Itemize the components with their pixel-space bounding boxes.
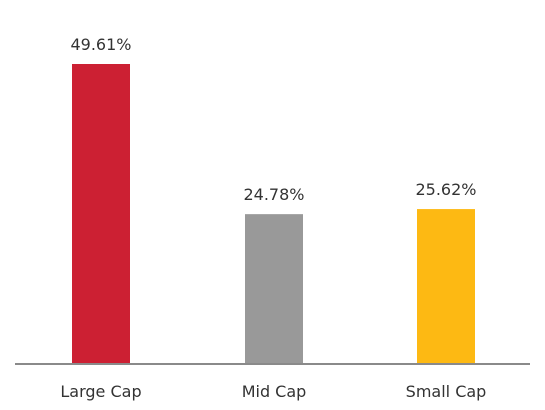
bar-small-cap	[417, 209, 475, 364]
category-label-large-cap: Large Cap	[60, 382, 141, 401]
value-label-large-cap: 49.61%	[70, 35, 131, 54]
category-label-mid-cap: Mid Cap	[242, 382, 307, 401]
category-label-small-cap: Small Cap	[406, 382, 487, 401]
bars-layer	[72, 64, 475, 364]
value-label-small-cap: 25.62%	[415, 180, 476, 199]
value-label-mid-cap: 24.78%	[243, 185, 304, 204]
value-labels-layer: 49.61% 24.78% 25.62%	[70, 35, 476, 204]
bar-large-cap	[72, 64, 130, 364]
category-labels-layer: Large Cap Mid Cap Small Cap	[60, 382, 486, 401]
bar-mid-cap	[245, 214, 303, 364]
